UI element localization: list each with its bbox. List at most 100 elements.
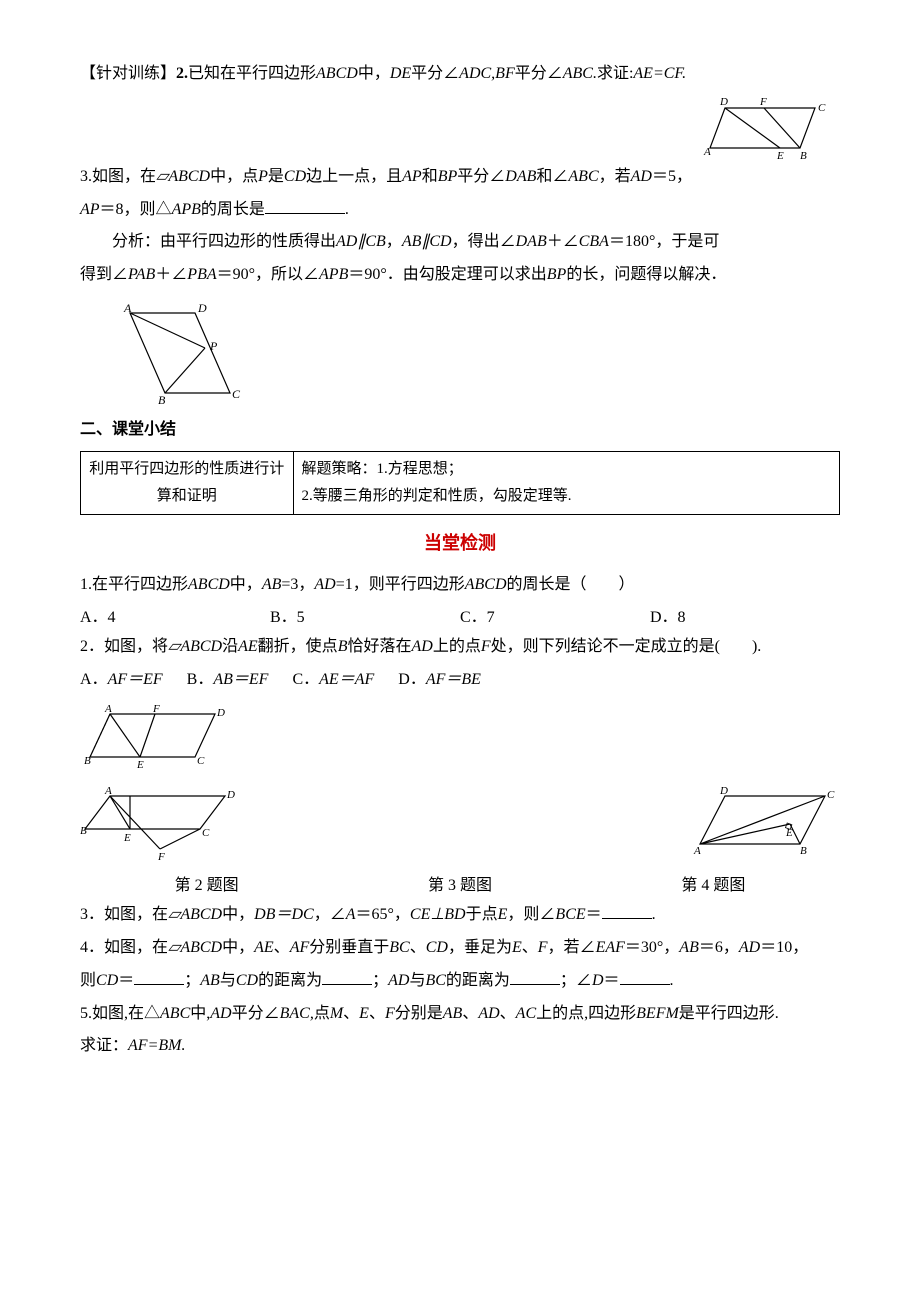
- q4-text-e: ，若∠: [548, 939, 596, 956]
- svg-text:D: D: [719, 785, 728, 797]
- q2-figures: A F D B E C A D B E C F: [80, 702, 240, 864]
- q2q-prefix: 2．: [80, 638, 104, 655]
- q3-par: ▱ABCD: [156, 168, 210, 185]
- svg-text:A: A: [703, 146, 711, 158]
- analysis-eq90: ＝90°，所以∠: [217, 266, 319, 283]
- q2-text-a: 已知在平行四边形: [188, 65, 316, 82]
- summary-heading: 二、课堂小结: [80, 416, 840, 445]
- q3q-db: DB＝DC: [254, 906, 314, 923]
- q3-p: P: [258, 168, 268, 185]
- quiz-title: 当堂检测: [80, 527, 840, 559]
- q2-opt-d-pre: D．: [398, 671, 426, 688]
- q3q-par: ▱ABCD: [168, 906, 222, 923]
- svg-text:E: E: [776, 150, 784, 162]
- q2q-ae: AE: [238, 638, 258, 655]
- q3-text-f: 平分∠: [457, 168, 505, 185]
- q5-ab: AB: [443, 1005, 463, 1022]
- q3-text-b: 中，点: [210, 168, 258, 185]
- svg-text:D: D: [226, 789, 235, 801]
- q4-blank1: [134, 969, 184, 985]
- q5-abc: ABC: [160, 1005, 190, 1022]
- summary-right-b: 2.等腰三角形的判定和性质，勾股定理等.: [302, 483, 831, 510]
- analysis-cba: CBA: [579, 233, 609, 250]
- q4-text-f: 与: [220, 972, 236, 989]
- q1-opt-a: A．4: [80, 604, 270, 633]
- q3-text-e: 和: [422, 168, 438, 185]
- fig-label-b: 第 3 题图: [333, 872, 586, 901]
- q3q-text-c: ，∠: [314, 906, 346, 923]
- q2q-text-b: 沿: [222, 638, 238, 655]
- q3-bp: BP: [438, 168, 458, 185]
- q1-eq1: =1，则平行四边形: [336, 576, 465, 593]
- analysis-comma1: ，: [386, 233, 402, 250]
- analysis-pab: PAB: [128, 266, 155, 283]
- q4-semi2: ；: [372, 972, 388, 989]
- q3-text-a: 如图，在: [92, 168, 156, 185]
- q3-cd: CD: [284, 168, 306, 185]
- svg-text:C: C: [827, 789, 835, 801]
- q2q-text-d: 恰好落在: [347, 638, 411, 655]
- q5-prefix: 5.: [80, 1005, 92, 1022]
- q5-ac: AC: [516, 1005, 536, 1022]
- q5-comma2: 、: [369, 1005, 385, 1022]
- q5-comma4: 、: [500, 1005, 516, 1022]
- q1-text-c: 的周长是（ ）: [507, 576, 635, 593]
- analysis-label: 分析：由平行四边形的性质得出: [112, 233, 336, 250]
- q5-ad2: AD: [478, 1005, 499, 1022]
- q1-opt-c: C．7: [460, 604, 650, 633]
- q2-prefix: 2.: [176, 65, 188, 82]
- q3q-bce: BCE: [555, 906, 585, 923]
- q1-eq3: =3，: [281, 576, 314, 593]
- svg-text:B: B: [800, 845, 807, 857]
- q4-semi3: ；∠: [560, 972, 592, 989]
- training-q2-figure: D F C A E B: [700, 93, 840, 163]
- q2-text-c: 平分∠: [411, 65, 459, 82]
- q5-comma3: 、: [462, 1005, 478, 1022]
- quiz-q2: 2．如图，将▱ABCD沿AE翻折，使点B恰好落在AD上的点F处，则下列结论不一定…: [80, 633, 840, 662]
- q3q-text-d: 于点: [466, 906, 498, 923]
- q3-abc2: ABC: [568, 168, 598, 185]
- quiz-q4-line1: 4．如图，在▱ABCD中，AE、AF分别垂直于BC、CD，垂足为E、F，若∠EA…: [80, 934, 840, 963]
- q4-eq30: ＝30°，: [625, 939, 679, 956]
- svg-text:C: C: [232, 387, 241, 401]
- q4-bc2: BC: [425, 972, 445, 989]
- q5-text-a: 如图,在△: [92, 1005, 160, 1022]
- q1-opt-d: D．8: [650, 604, 840, 633]
- q4-f: F: [538, 939, 548, 956]
- analysis-pba: PBA: [187, 266, 216, 283]
- q2-opt-a: AF＝EF: [108, 671, 163, 688]
- q4-ab: AB: [679, 939, 699, 956]
- q3-period: .: [345, 201, 349, 218]
- q4-eq6: ＝6，: [699, 939, 739, 956]
- analysis-line1: 分析：由平行四边形的性质得出AD∥CB，AB∥CD，得出∠DAB＋∠CBA＝18…: [80, 228, 840, 257]
- q4-eaf: EAF: [596, 939, 625, 956]
- analysis-text-c: 的长，问题得以解决．: [566, 266, 726, 283]
- q3q-blank: [602, 903, 652, 919]
- q4-cd2: CD: [96, 972, 118, 989]
- q3-text-i: 的周长是: [201, 201, 265, 218]
- q1-options: A．4 B．5 C．7 D．8: [80, 604, 840, 633]
- q2-abcd: ABCD: [316, 65, 358, 82]
- q4-ae: AE: [254, 939, 274, 956]
- q2-opt-b-pre: B．: [187, 671, 214, 688]
- training-label: 【针对训练】: [80, 65, 176, 82]
- q3-text-d: 边上一点，且: [306, 168, 402, 185]
- q3q-text-e: ，则∠: [507, 906, 555, 923]
- q4-e: E: [512, 939, 522, 956]
- quiz-q4-line2: 则CD＝；AB与CD的距离为；AD与BC的距离为；∠D＝.: [80, 967, 840, 996]
- quiz-q5: 5.如图,在△ABC中,AD平分∠BAC,点M、E、F分别是AB、AD、AC上的…: [80, 1000, 840, 1029]
- q4-eq2: ＝: [604, 972, 620, 989]
- q4-blank4: [620, 969, 670, 985]
- q1-text-b: 中，: [230, 576, 262, 593]
- quiz-q3: 3．如图，在▱ABCD中，DB＝DC，∠A＝65°，CE⊥BD于点E，则∠BCE…: [80, 901, 840, 930]
- q5-proof: AF=BM.: [128, 1037, 185, 1054]
- summary-right: 解题策略：1.方程思想； 2.等腰三角形的判定和性质，勾股定理等.: [293, 451, 839, 514]
- training-q3-figure: A D P B C: [110, 298, 840, 408]
- fig-label-c: 第 4 题图: [587, 872, 840, 901]
- q2q-text-c: 翻折，使点: [258, 638, 338, 655]
- q2-de: DE: [390, 65, 411, 82]
- svg-text:F: F: [152, 703, 160, 715]
- q3q-eq: ＝: [586, 906, 602, 923]
- svg-text:D: D: [197, 301, 207, 315]
- q2q-text-a: 如图，将: [104, 638, 168, 655]
